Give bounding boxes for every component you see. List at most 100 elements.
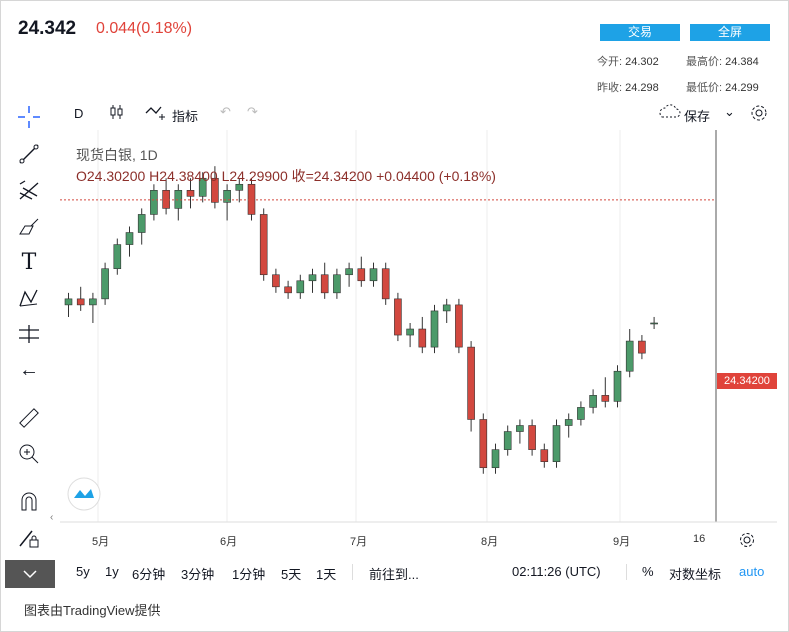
redo-icon[interactable]: ↷ xyxy=(247,104,258,119)
tradingview-credit[interactable]: 图表由TradingView提供 xyxy=(24,603,161,618)
indicators-button[interactable]: 指标 xyxy=(172,109,199,124)
candle-body xyxy=(333,274,341,294)
time-axis-tick: 6月 xyxy=(220,536,238,548)
zoom-in-icon[interactable] xyxy=(14,440,44,468)
candle-body xyxy=(198,177,207,197)
candle-body xyxy=(137,214,146,233)
save-button[interactable]: 保存 xyxy=(684,109,711,124)
bottom-toolbar: 5y 1y 6分钟 3分钟 1分钟 5天 1天 前往到... 02:11:26 … xyxy=(60,560,775,584)
price-chart[interactable] xyxy=(60,130,777,525)
candle-body xyxy=(577,407,585,420)
lock-drawing-icon[interactable] xyxy=(14,524,44,552)
high-value: 24.384 xyxy=(725,56,759,68)
fib-tools-icon[interactable] xyxy=(14,176,44,204)
percent-toggle[interactable]: % xyxy=(642,564,654,579)
last-price-tag: 24.34200 xyxy=(717,373,777,389)
candle-body xyxy=(357,268,366,282)
ruler-icon[interactable] xyxy=(14,404,44,432)
low-label: 最低价: xyxy=(686,82,723,94)
back-arrow-icon[interactable]: ← xyxy=(19,358,39,381)
open-value: 24.302 xyxy=(625,56,659,68)
brush-icon[interactable] xyxy=(14,212,44,240)
fullscreen-button[interactable]: 全屏 xyxy=(690,24,770,41)
time-axis-tick: 5月 xyxy=(92,536,110,548)
chart-toolbar: D 指标 ↶ ↷ 保存 ⌄ xyxy=(60,100,775,126)
last-price: 24.342 xyxy=(18,18,77,39)
candle-body xyxy=(613,370,622,402)
cloud-icon[interactable] xyxy=(656,103,682,124)
candle-style-icon[interactable] xyxy=(108,103,126,124)
candle-body xyxy=(394,298,402,336)
high-label: 最高价: xyxy=(686,56,723,68)
candle-body xyxy=(479,419,488,469)
indicators-icon[interactable] xyxy=(144,103,168,124)
candle-body xyxy=(320,274,329,294)
candle-body xyxy=(211,177,219,203)
open-label: 今开: xyxy=(597,56,623,68)
prevclose-label: 昨收: xyxy=(597,82,623,94)
prediction-icon[interactable] xyxy=(14,320,44,348)
interval-selector[interactable]: D xyxy=(74,106,84,121)
candle-body xyxy=(601,395,610,402)
chart-symbol-legend[interactable]: 现货白银, 1D xyxy=(76,147,158,163)
candle-body xyxy=(223,190,231,203)
collapse-chevron-icon[interactable]: ‹ xyxy=(50,512,54,523)
candle-body xyxy=(150,190,158,215)
text-tool-icon[interactable]: T xyxy=(21,249,37,275)
crosshair-icon[interactable] xyxy=(14,103,44,131)
candle-body xyxy=(369,268,378,282)
range-1min[interactable]: 1分钟 xyxy=(232,567,266,582)
auto-scale-toggle[interactable]: auto xyxy=(739,564,765,579)
price-change: 0.044(0.18%) xyxy=(96,20,193,37)
time-axis-tick: 8月 xyxy=(481,536,499,548)
candle-body xyxy=(113,244,122,270)
range-1day[interactable]: 1天 xyxy=(316,567,337,582)
candle-body xyxy=(89,298,97,306)
save-dropdown-chevron-icon[interactable]: ⌄ xyxy=(724,104,735,119)
candle-body xyxy=(638,340,646,354)
axis-settings-gear-icon[interactable] xyxy=(738,531,756,554)
collapse-toolbar-icon[interactable] xyxy=(5,560,55,588)
candle-body xyxy=(528,425,536,450)
low-value: 24.299 xyxy=(725,82,759,94)
magnet-icon[interactable] xyxy=(14,488,44,516)
trade-button[interactable]: 交易 xyxy=(600,24,680,41)
undo-icon[interactable]: ↶ xyxy=(220,104,231,119)
candle-body xyxy=(467,346,475,420)
candle-body xyxy=(284,286,292,294)
goto-date-button[interactable]: 前往到... xyxy=(369,567,419,582)
log-scale-toggle[interactable]: 对数坐标 xyxy=(669,567,722,582)
divider xyxy=(626,564,627,580)
candle-body xyxy=(589,395,597,408)
candle-body xyxy=(516,425,524,432)
candle-body xyxy=(540,449,549,462)
candle-body xyxy=(308,274,317,282)
pattern-icon[interactable] xyxy=(14,284,44,312)
candle-body xyxy=(64,298,73,306)
range-6min[interactable]: 6分钟 xyxy=(132,567,166,582)
candle-body xyxy=(455,304,463,348)
prevclose-value: 24.298 xyxy=(625,82,659,94)
settings-gear-icon[interactable] xyxy=(749,103,769,126)
candle-body xyxy=(259,214,268,276)
range-3min[interactable]: 3分钟 xyxy=(181,567,215,582)
candle-body xyxy=(442,304,451,312)
clock-time[interactable]: 02:11:26 (UTC) xyxy=(512,564,601,579)
candle-body xyxy=(101,268,109,300)
trend-line-icon[interactable] xyxy=(14,140,44,168)
candle-body xyxy=(381,268,390,300)
candle-body xyxy=(418,328,427,348)
time-axis-tick: 16 xyxy=(693,533,706,545)
range-5day[interactable]: 5天 xyxy=(281,567,302,582)
range-5y[interactable]: 5y xyxy=(76,564,90,579)
time-axis-tick: 7月 xyxy=(350,536,368,548)
candle-body xyxy=(235,183,244,191)
candle-body xyxy=(345,268,353,276)
candle-body xyxy=(125,232,134,245)
candle-body xyxy=(296,280,305,294)
range-1y[interactable]: 1y xyxy=(105,564,119,579)
candle-body xyxy=(406,328,414,336)
divider xyxy=(352,564,353,580)
candle-body xyxy=(650,322,658,325)
time-axis-tick: 9月 xyxy=(613,536,631,548)
